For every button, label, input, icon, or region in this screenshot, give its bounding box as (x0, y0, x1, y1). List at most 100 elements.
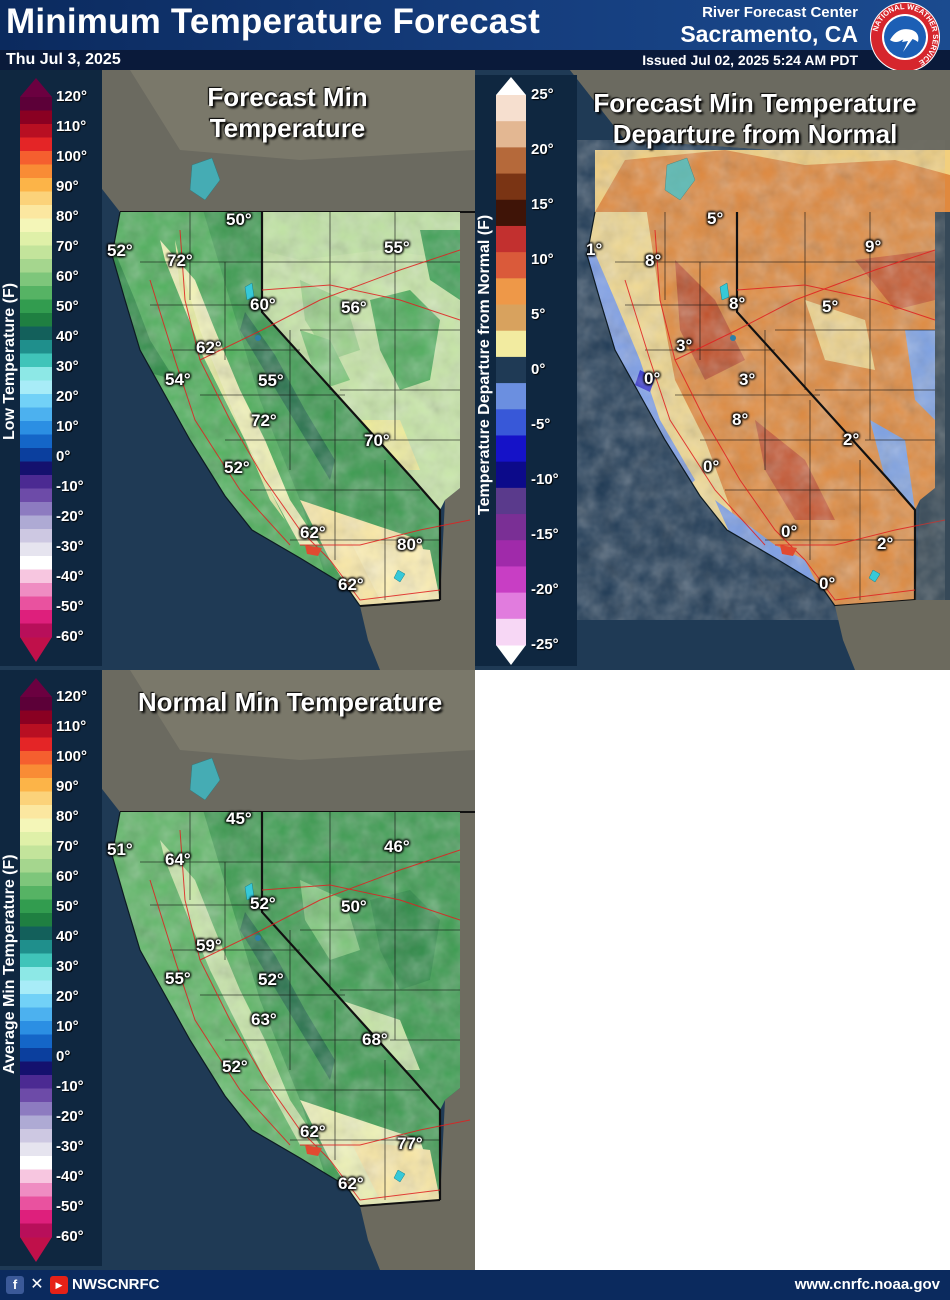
legend-color-band (496, 356, 526, 384)
legend-color-band (20, 1156, 52, 1170)
legend-color-band (20, 1061, 52, 1076)
legend-color-band (496, 566, 526, 594)
legend-tick-label: 20° (56, 988, 79, 1005)
legend-tick-label: 5° (531, 306, 546, 323)
youtube-icon[interactable]: ▶ (50, 1276, 68, 1294)
legend-color-band (20, 164, 52, 179)
legend-color-band (20, 286, 52, 300)
facebook-icon[interactable]: f (6, 1276, 24, 1294)
map-value: 0° (644, 369, 661, 388)
map-value: 62° (196, 338, 222, 357)
legend-color-band (496, 383, 526, 410)
legend-tick-label: 90° (56, 178, 79, 195)
issued-time: Issued Jul 02, 2025 5:24 AM PDT (642, 52, 858, 68)
legend-tick-label: -60° (56, 1228, 84, 1245)
map-value: 52° (107, 241, 133, 260)
legend-color-band (20, 488, 52, 503)
legend-color-band (496, 252, 526, 279)
legend-tick-label: -30° (56, 538, 84, 555)
x-icon[interactable]: ✕ (30, 1276, 44, 1293)
map-value: 1° (586, 240, 603, 259)
avg-temp-legend: Average Min Temperature (F) 120° 110° 100°… (0, 670, 102, 1266)
legend-color-band (20, 110, 52, 125)
legend-tick-label: 100° (56, 748, 88, 765)
legend-tick-label: 50° (56, 898, 79, 915)
page-title: Minimum Temperature Forecast (6, 2, 540, 41)
legend-color-band (20, 737, 52, 752)
legend-color-band (496, 147, 526, 175)
legend-color-band (496, 461, 526, 489)
legend-tick-label: 0° (56, 448, 71, 465)
map-value: 52° (250, 894, 276, 913)
social-handle[interactable]: NWSCNRFC (72, 1276, 160, 1293)
map-value: 51° (107, 840, 133, 859)
legend-tick-label: -20° (531, 581, 559, 598)
legend-color-band (20, 778, 52, 792)
legend-color-band (496, 330, 526, 358)
map-value: 2° (843, 430, 860, 449)
legend-tick-label: -25° (531, 636, 559, 653)
legend-tick-label: 40° (56, 328, 79, 345)
map-value: 0° (781, 522, 798, 541)
legend-color-band (20, 191, 52, 206)
legend-color-band (20, 1102, 52, 1116)
legend-tick-label: 30° (56, 958, 79, 975)
map-value: 59° (196, 936, 222, 955)
legend-tick-label: 110° (56, 118, 87, 135)
map-value: 77° (397, 1134, 423, 1153)
legend-color-band (20, 529, 52, 543)
legend-color-band (20, 232, 52, 246)
map-value: 64° (165, 850, 191, 869)
legend-tick-label: -60° (56, 628, 84, 645)
map-value: 54° (165, 370, 191, 389)
departure-color-scale (496, 77, 526, 665)
legend-color-band (20, 818, 52, 833)
legend-tick-label: 50° (56, 298, 79, 315)
legend-color-band (20, 421, 52, 435)
map-value: 52° (258, 970, 284, 989)
legend-tick-label: 110° (56, 718, 87, 735)
header-bar (0, 0, 950, 50)
legend-tick-label: 0° (531, 361, 546, 378)
legend-color-band (20, 569, 52, 584)
legend-tick-label: 0° (56, 1048, 71, 1065)
legend-color-band (20, 407, 52, 422)
legend-tick-label: -10° (56, 1078, 84, 1095)
legend-color-band (20, 124, 52, 138)
legend-color-band (20, 994, 52, 1008)
legend-tick-label: 20° (531, 141, 554, 158)
website-link[interactable]: www.cnrfc.noaa.gov (794, 1276, 940, 1293)
legend-color-band (496, 278, 526, 306)
legend-color-band (20, 859, 52, 873)
rfc-city: Sacramento, CA (680, 21, 858, 47)
legend-color-band (496, 199, 526, 227)
legend-color-band (20, 926, 52, 941)
legend-tick-label: 40° (56, 928, 79, 945)
legend-tick-label: 120° (56, 688, 88, 705)
legend-color-band (20, 1007, 52, 1022)
legend-color-band (20, 1115, 52, 1130)
map-value: 50° (226, 210, 252, 229)
normal-min-title: Normal Min Temperature (137, 687, 443, 717)
legend-tick-label: 10° (56, 1018, 79, 1035)
legend-color-band (496, 487, 526, 515)
map-value: 8° (645, 251, 662, 270)
legend-tick-label: 70° (56, 838, 79, 855)
legend-color-band (20, 272, 52, 287)
legend-color-band (20, 967, 52, 981)
legend-color-band (20, 791, 52, 806)
legend-color-band (20, 461, 52, 476)
nws-logo-icon[interactable]: NATIONAL WEATHER SERVICE (868, 0, 942, 74)
legend-color-band (496, 304, 526, 332)
map-value: 9° (865, 237, 882, 256)
map-value: 56° (341, 298, 367, 317)
map-value: 46° (384, 837, 410, 856)
legend-color-band (20, 97, 52, 111)
map-value: 60° (250, 295, 276, 314)
map-value: 8° (732, 410, 749, 429)
map-value: 62° (338, 1174, 364, 1193)
legend-color-band (20, 724, 52, 738)
map-value: 52° (222, 1057, 248, 1076)
legend-color-band (20, 1075, 52, 1089)
legend-color-band (20, 886, 52, 900)
